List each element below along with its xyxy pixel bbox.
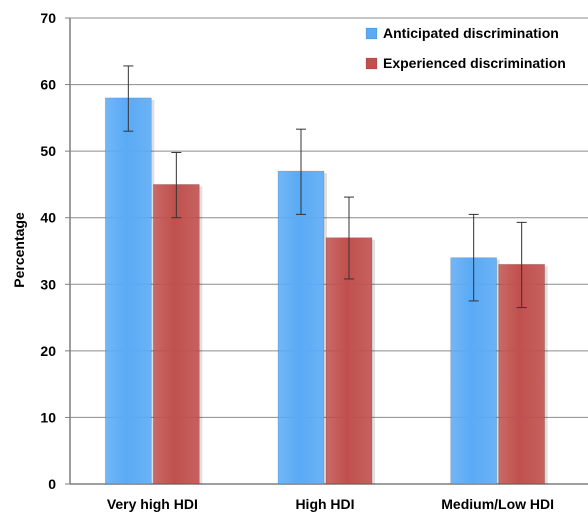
y-tick-label: 10 — [40, 409, 56, 425]
bar-experienced — [153, 184, 199, 484]
y-tick-label: 40 — [40, 210, 56, 226]
bar-shadow — [199, 186, 202, 484]
legend-item: Anticipated discrimination — [366, 25, 559, 41]
legend-item: Experienced discrimination — [366, 55, 566, 71]
category-label: Medium/Low HDI — [441, 496, 554, 512]
y-tick-label: 70 — [40, 10, 56, 26]
legend-label: Experienced discrimination — [383, 55, 566, 71]
legend-swatch — [366, 58, 377, 69]
category-label: High HDI — [295, 496, 354, 512]
y-tick-label: 20 — [40, 343, 56, 359]
y-tick-labels: 0 10 20 30 40 50 60 70 — [40, 10, 56, 492]
bar-shadow — [372, 240, 375, 484]
y-tick-label: 30 — [40, 276, 56, 292]
bar-anticipated — [278, 171, 324, 484]
category-label: Very high HDI — [107, 496, 198, 512]
bar-shadow — [545, 266, 548, 484]
bar-anticipated — [105, 98, 151, 484]
y-tick-label: 50 — [40, 143, 56, 159]
y-tick-label: 60 — [40, 77, 56, 93]
legend-label: Anticipated discrimination — [383, 25, 559, 41]
bars — [105, 98, 547, 484]
y-tick-label: 0 — [48, 476, 56, 492]
legend-swatch — [366, 28, 377, 39]
legend: Anticipated discrimination Experienced di… — [366, 25, 566, 71]
y-axis-title: Percentage — [11, 212, 27, 288]
category-labels: Very high HDI High HDI Medium/Low HDI — [107, 496, 554, 512]
